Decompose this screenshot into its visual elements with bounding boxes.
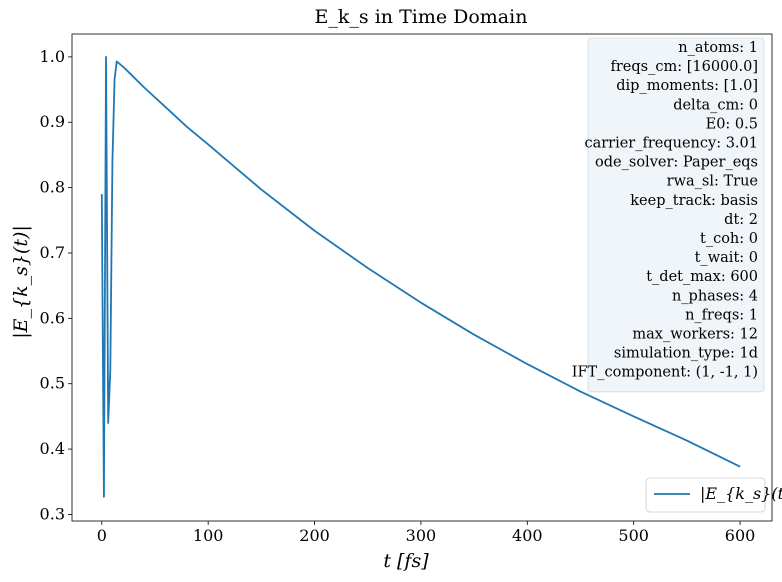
info-box-line: delta_cm: 0 bbox=[673, 97, 758, 113]
y-tick-label: 1.0 bbox=[40, 47, 65, 66]
plot-area bbox=[71, 33, 773, 522]
y-axis-label: |E_{k_s}(t)| bbox=[10, 225, 32, 339]
y-tick-label: 0.8 bbox=[40, 178, 65, 197]
info-box-line: dip_moments: [1.0] bbox=[616, 78, 758, 94]
x-axis-ticks: 0 100 200 300 400 500 600 bbox=[97, 521, 756, 545]
info-box-line: ode_solver: Paper_eqs bbox=[595, 155, 758, 171]
legend-box bbox=[645, 477, 766, 513]
axes-frame bbox=[71, 33, 773, 522]
info-box-line: dt: 2 bbox=[724, 212, 758, 228]
info-box-line: freqs_cm: [16000.0] bbox=[611, 59, 759, 75]
info-box-line: n_phases: 4 bbox=[672, 288, 758, 304]
info-box-line: n_freqs: 1 bbox=[685, 307, 758, 323]
y-tick-label: 0.6 bbox=[40, 308, 65, 327]
y-tick-label: 0.4 bbox=[40, 439, 65, 458]
info-box-line: rwa_sl: True bbox=[667, 174, 758, 190]
info-box-line: t_det_max: 600 bbox=[646, 269, 758, 285]
x-tick-label: 200 bbox=[299, 526, 330, 545]
x-axis-label: t [fs] bbox=[383, 550, 429, 572]
series-line bbox=[100, 55, 741, 498]
x-tick-label: 400 bbox=[512, 526, 543, 545]
y-tick-label: 0.3 bbox=[40, 504, 65, 523]
y-axis-ticks: 0.3 0.4 0.5 0.6 0.7 0.8 0.9 1.0 bbox=[40, 47, 72, 523]
info-box-line: t_wait: 0 bbox=[695, 250, 758, 266]
info-box-line: t_coh: 0 bbox=[700, 231, 758, 247]
chart-title: E_k_s in Time Domain bbox=[315, 6, 528, 28]
x-tick-label: 0 bbox=[97, 526, 107, 545]
info-box-line: carrier_frequency: 3.01 bbox=[584, 136, 758, 152]
info-box-line: keep_track: basis bbox=[630, 193, 758, 209]
info-box-line: simulation_type: 1d bbox=[614, 346, 758, 362]
x-tick-label: 100 bbox=[193, 526, 224, 545]
x-tick-label: 300 bbox=[406, 526, 437, 545]
legend-label: |E_{k_s}(t)| bbox=[700, 484, 782, 503]
info-box-background bbox=[587, 37, 765, 393]
y-tick-label: 0.5 bbox=[40, 374, 65, 393]
x-tick-label: 600 bbox=[725, 526, 756, 545]
parameter-info-box: n_atoms: 1 freqs_cm: [16000.0] dip_moments… bbox=[572, 37, 765, 393]
info-box-line: E0: 0.5 bbox=[706, 116, 758, 132]
info-box-line: max_workers: 12 bbox=[632, 327, 758, 343]
info-box-line: n_atoms: 1 bbox=[678, 40, 758, 56]
x-tick-label: 500 bbox=[618, 526, 649, 545]
y-tick-label: 0.9 bbox=[40, 112, 65, 131]
info-box-line: IFT_component: (1, -1, 1) bbox=[572, 365, 758, 381]
legend: |E_{k_s}(t)| bbox=[645, 477, 782, 513]
y-tick-label: 0.7 bbox=[40, 243, 65, 262]
